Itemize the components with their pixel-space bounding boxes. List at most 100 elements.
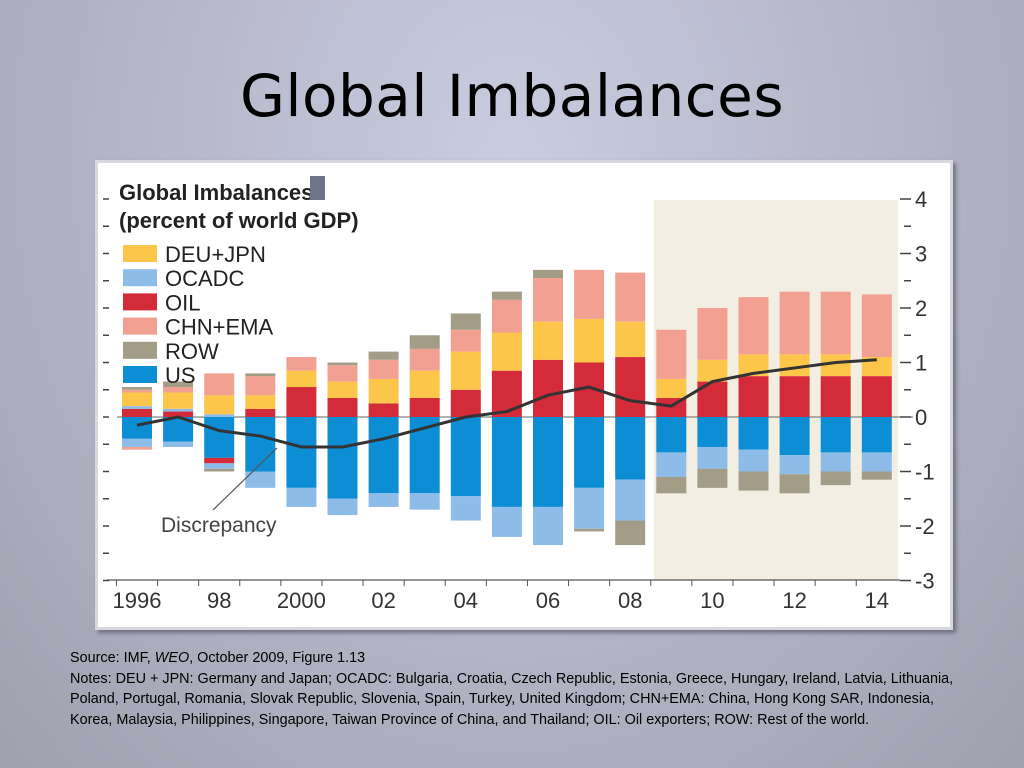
bar-segment xyxy=(122,438,152,447)
chart-frame: 4 3 2 1 0 -1 -2 -3 1996 98 2000 02 04 06 08 10 12 14 Disc… xyxy=(95,160,953,630)
bar-segment xyxy=(327,397,358,417)
bar-segment xyxy=(738,417,769,450)
bar-segment xyxy=(491,417,522,507)
bar-segment xyxy=(245,373,276,377)
bar-segment xyxy=(409,335,440,349)
y-tick-label: 1 xyxy=(915,351,927,376)
bar-segment xyxy=(491,299,522,333)
legend-label: US xyxy=(165,363,196,388)
bar-segment xyxy=(286,357,317,371)
bar-segment xyxy=(697,446,728,469)
legend-swatch xyxy=(123,269,157,287)
bar-segment xyxy=(574,318,605,363)
bar-segment xyxy=(779,417,810,456)
bar-segment xyxy=(450,417,481,497)
x-tick-label: 12 xyxy=(782,588,806,613)
bar-segment xyxy=(163,381,194,388)
x-tick-label: 08 xyxy=(618,588,642,613)
y-tick-label: 0 xyxy=(915,405,927,430)
bar-segment xyxy=(450,389,481,417)
bar-segment xyxy=(615,479,646,521)
bar-segment xyxy=(204,463,235,469)
bar-segment xyxy=(368,417,399,494)
bar-segment xyxy=(820,452,851,472)
chart-title: Global Imbalances xyxy=(119,180,313,205)
source-line: Source: IMF, WEO, October 2009, Figure 1… xyxy=(70,648,970,669)
x-tick-label: 1996 xyxy=(113,588,162,613)
bar-segment xyxy=(409,493,440,510)
bar-segment xyxy=(861,294,892,358)
bar-segment xyxy=(163,441,194,447)
bar-segment xyxy=(615,321,646,358)
discrepancy-label: Discrepancy xyxy=(161,514,277,537)
bar-segment xyxy=(779,354,810,377)
bar-segment xyxy=(122,417,152,439)
bar-segment xyxy=(286,370,317,388)
legend-swatch xyxy=(123,366,157,383)
bar-segment xyxy=(491,506,522,537)
legend-label: DEU+JPN xyxy=(165,242,266,267)
bar-segment xyxy=(533,359,563,417)
bar-segment xyxy=(779,376,810,417)
bar-segment xyxy=(615,272,646,322)
bar-segment xyxy=(738,449,769,472)
x-tick-label: 06 xyxy=(536,588,560,613)
bar-segment xyxy=(779,455,810,475)
bar-segment xyxy=(122,389,152,393)
bar-segment xyxy=(820,354,851,377)
bar-segment xyxy=(245,395,276,409)
bar-segment xyxy=(163,411,194,417)
source-prefix: Source: IMF, xyxy=(70,650,155,666)
legend-swatch xyxy=(123,341,157,359)
bar-segment xyxy=(204,395,235,415)
bar-segment xyxy=(450,313,481,330)
bar-segment xyxy=(204,457,235,464)
bar-segment xyxy=(409,370,440,398)
legend-swatch xyxy=(123,245,157,262)
bar-segment xyxy=(820,291,851,355)
bar-segment xyxy=(122,387,152,390)
bar-segment xyxy=(574,528,605,532)
x-tick-label: 2000 xyxy=(277,588,326,613)
bar-segment xyxy=(574,487,605,529)
bar-segment xyxy=(697,468,728,488)
bar-segment xyxy=(204,417,235,458)
bar-segment xyxy=(122,408,152,417)
bar-segment xyxy=(779,474,810,494)
bar-segment xyxy=(327,381,358,398)
bar-segment xyxy=(491,370,522,417)
legend-label: ROW xyxy=(165,339,219,364)
bar-segment xyxy=(697,308,728,360)
bar-segment xyxy=(368,493,399,507)
bar-segment xyxy=(533,417,563,507)
legend-swatch xyxy=(123,317,157,335)
bar-segment xyxy=(163,387,194,393)
bar-segment xyxy=(368,378,399,404)
bar-segment xyxy=(327,498,358,516)
x-tick-label: 14 xyxy=(865,588,889,613)
bar-segment xyxy=(574,417,605,488)
bar-segment xyxy=(533,269,563,279)
x-tick-label: 04 xyxy=(454,588,478,613)
bar-segment xyxy=(204,414,235,417)
bar-segment xyxy=(286,417,317,488)
bar-segment xyxy=(122,446,152,450)
bar-segment xyxy=(450,351,481,390)
bar-segment xyxy=(779,291,810,355)
bar-segment xyxy=(820,417,851,453)
bar-segment xyxy=(861,452,892,472)
source-suffix: , October 2009, Figure 1.13 xyxy=(189,650,366,666)
discrepancy-leader-line xyxy=(212,447,278,511)
bar-segment xyxy=(450,329,481,352)
source-publication: WEO xyxy=(154,650,190,666)
bar-segment xyxy=(409,348,440,371)
bar-segment xyxy=(738,376,769,417)
bar-segment xyxy=(368,359,399,379)
bar-segment xyxy=(245,376,276,396)
bar-segment xyxy=(286,487,317,507)
bar-segment xyxy=(245,408,276,417)
bar-segment xyxy=(861,471,892,480)
bar-segment xyxy=(656,476,687,494)
bar-segment xyxy=(204,468,235,472)
slide-title: Global Imbalances xyxy=(239,62,785,130)
